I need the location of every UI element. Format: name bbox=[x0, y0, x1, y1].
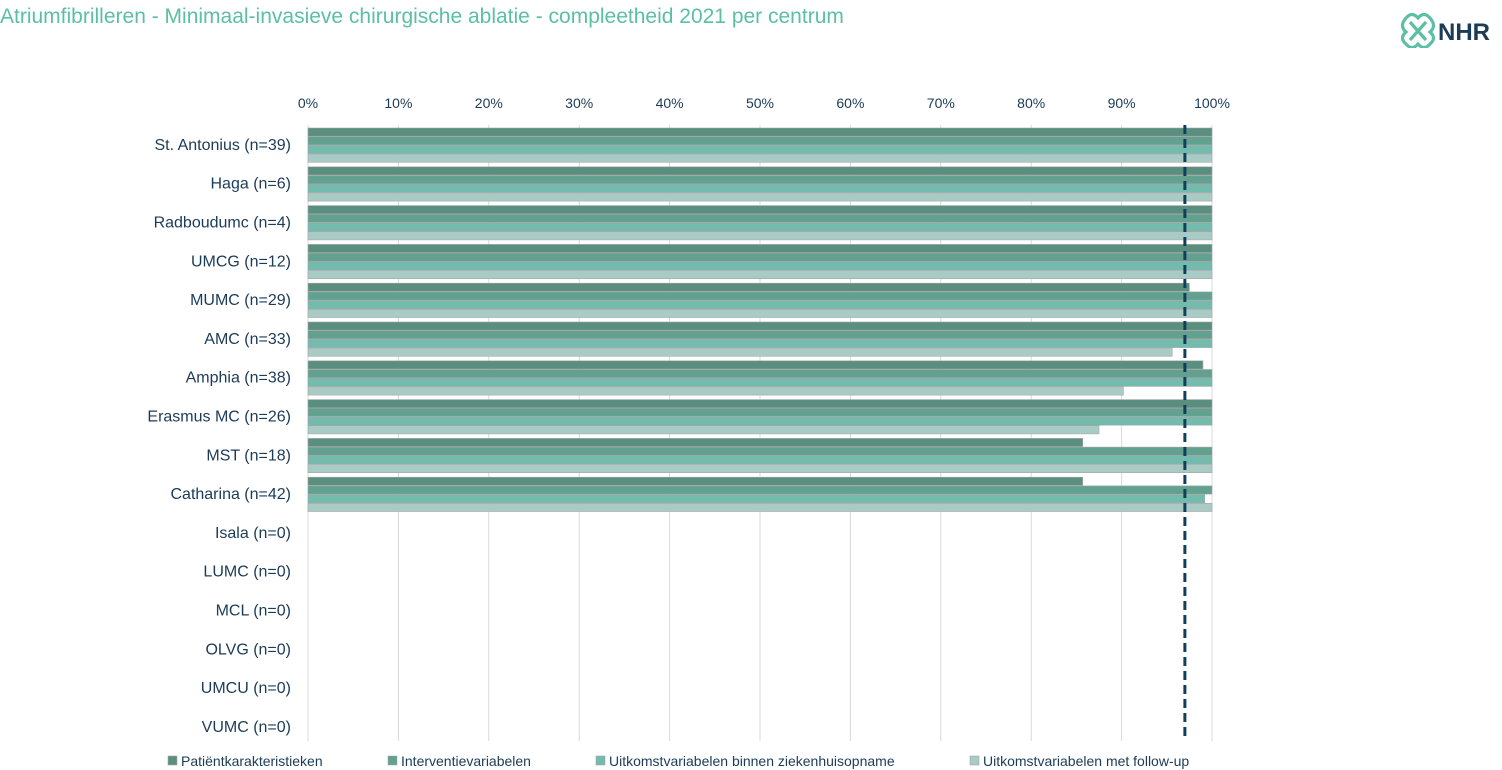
bar-4 bbox=[307, 153, 1213, 163]
x-tick-label: 40% bbox=[656, 95, 684, 111]
x-tick-label: 30% bbox=[565, 95, 593, 111]
bar-4 bbox=[307, 270, 1213, 279]
category-label: MCL (n=0) bbox=[216, 603, 291, 620]
bar-1 bbox=[307, 244, 1213, 253]
bar-2 bbox=[307, 175, 1213, 184]
bar-2 bbox=[307, 369, 1213, 378]
bar-3 bbox=[307, 145, 1213, 154]
x-tick-label: 0% bbox=[298, 95, 318, 111]
bar-3 bbox=[307, 222, 1213, 232]
legend-swatch bbox=[167, 755, 178, 766]
legend-label: Interventievariabelen bbox=[401, 753, 531, 769]
x-tick-label: 80% bbox=[1017, 95, 1045, 111]
bar-4 bbox=[307, 425, 1100, 435]
bar-2 bbox=[307, 291, 1213, 301]
bar-4 bbox=[307, 231, 1213, 241]
category-label: Catharina (n=42) bbox=[170, 486, 291, 503]
bar-2 bbox=[307, 485, 1213, 495]
logo-text: NHR bbox=[1438, 19, 1490, 46]
x-tick-label: 50% bbox=[746, 95, 774, 111]
category-label: Isala (n=0) bbox=[215, 525, 291, 542]
category-label: Erasmus MC (n=26) bbox=[147, 409, 291, 426]
bar-4 bbox=[307, 386, 1124, 396]
bar-2 bbox=[307, 214, 1213, 223]
bar-1 bbox=[307, 438, 1084, 447]
x-tick-label: 90% bbox=[1108, 95, 1136, 111]
nhr-logo: NHR bbox=[1400, 12, 1490, 48]
bar-1 bbox=[307, 282, 1190, 292]
bar-2 bbox=[307, 136, 1213, 146]
x-axis-ticks: 0% 10% 20% 30% 40% 50% 60% 70% 80% 90% 100% bbox=[298, 95, 1230, 111]
bar-1 bbox=[307, 476, 1084, 486]
bar-3 bbox=[307, 339, 1213, 348]
category-label: Radboudumc (n=4) bbox=[154, 215, 291, 232]
legend: Patiëntkarakteristieken Interventievariab… bbox=[167, 753, 1189, 769]
page-title: Atriumfibrilleren - Minimaal-invasieve c… bbox=[0, 5, 844, 28]
category-label: Amphia (n=38) bbox=[186, 370, 291, 387]
legend-swatch bbox=[969, 755, 980, 766]
category-label: VUMC (n=0) bbox=[202, 719, 291, 736]
category-label: Haga (n=6) bbox=[211, 176, 292, 193]
bars bbox=[307, 127, 1213, 512]
bar-3 bbox=[307, 416, 1213, 426]
category-label: UMCG (n=12) bbox=[191, 253, 291, 270]
category-label: MST (n=18) bbox=[206, 447, 291, 464]
x-tick-label: 20% bbox=[475, 95, 503, 111]
bar-1 bbox=[307, 205, 1213, 215]
bar-2 bbox=[307, 446, 1213, 456]
category-label: LUMC (n=0) bbox=[203, 564, 291, 581]
bar-4 bbox=[307, 308, 1213, 318]
bar-1 bbox=[307, 321, 1213, 331]
bar-4 bbox=[307, 192, 1213, 202]
legend-swatch bbox=[387, 755, 398, 766]
bar-3 bbox=[307, 183, 1213, 193]
category-label: AMC (n=33) bbox=[204, 331, 291, 348]
category-label: MUMC (n=29) bbox=[190, 292, 291, 309]
bar-1 bbox=[307, 399, 1213, 409]
bar-4 bbox=[307, 347, 1173, 357]
bar-3 bbox=[307, 300, 1213, 310]
x-tick-label: 70% bbox=[927, 95, 955, 111]
bar-4 bbox=[307, 502, 1213, 512]
nhr-knot-logo-icon bbox=[1400, 12, 1436, 48]
legend-label: Uitkomstvariabelen binnen ziekenhuisopna… bbox=[609, 753, 895, 769]
bar-3 bbox=[307, 494, 1206, 504]
bar-2 bbox=[307, 330, 1213, 340]
bar-4 bbox=[307, 464, 1213, 473]
bar-2 bbox=[307, 407, 1213, 417]
bar-2 bbox=[307, 252, 1213, 262]
bar-3 bbox=[307, 261, 1213, 271]
bar-1 bbox=[307, 127, 1213, 137]
legend-label: Patiëntkarakteristieken bbox=[181, 753, 323, 769]
bar-3 bbox=[307, 455, 1213, 465]
category-label: St. Antonius (n=39) bbox=[154, 137, 291, 154]
x-tick-label: 100% bbox=[1194, 95, 1230, 111]
bar-1 bbox=[307, 166, 1213, 176]
x-tick-label: 60% bbox=[836, 95, 864, 111]
bar-1 bbox=[307, 360, 1204, 370]
legend-label: Uitkomstvariabelen met follow-up bbox=[983, 753, 1189, 769]
legend-swatch bbox=[595, 755, 606, 766]
category-labels: St. Antonius (n=39) Haga (n=6) Radboudumc … bbox=[147, 137, 291, 736]
x-tick-label: 10% bbox=[384, 95, 412, 111]
bar-3 bbox=[307, 377, 1213, 387]
category-label: OLVG (n=0) bbox=[205, 641, 291, 658]
category-label: UMCU (n=0) bbox=[201, 680, 291, 697]
